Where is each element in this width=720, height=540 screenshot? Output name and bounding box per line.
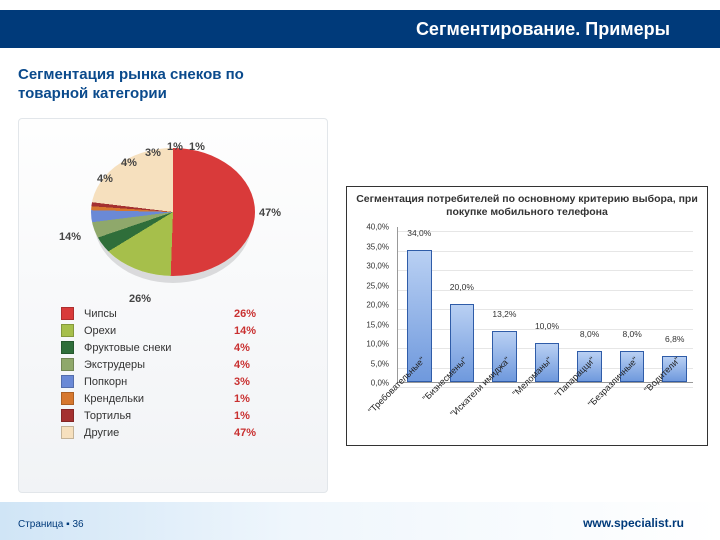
bar-value-label: 8,0% <box>580 329 599 339</box>
legend-pct: 4% <box>234 359 250 371</box>
legend-label: Тортилья <box>84 410 234 422</box>
legend-swatch <box>61 358 74 371</box>
legend-swatch <box>61 375 74 388</box>
pie-slice-label: 3% <box>145 147 161 159</box>
legend-swatch <box>61 409 74 422</box>
legend-swatch <box>61 307 74 320</box>
legend-pct: 47% <box>234 427 256 439</box>
legend-pct: 3% <box>234 376 250 388</box>
legend-label: Попкорн <box>84 376 234 388</box>
pie-legend-row: Тортилья1% <box>61 407 317 424</box>
legend-pct: 14% <box>234 325 256 337</box>
footer-page: Страница ▪ 36 <box>18 519 84 530</box>
pie-legend: Чипсы26%Орехи14%Фруктовые снеки4%Экструд… <box>29 305 317 441</box>
pie-chart: 26%14%4%4%3%1%1%47% <box>29 127 317 297</box>
legend-label: Чипсы <box>84 308 234 320</box>
pie-graphic <box>91 148 255 276</box>
bar-value-label: 10,0% <box>535 321 559 331</box>
y-axis-tick: 5,0% <box>351 359 389 368</box>
legend-label: Орехи <box>84 325 234 337</box>
bar-value-label: 6,8% <box>665 334 684 344</box>
bar-x-labels: "Требовательные""Бизнесмены""Искатели им… <box>389 351 701 425</box>
bar-chart-panel: Сегментация потребителей по основному кр… <box>346 186 708 446</box>
bar-value-label: 13,2% <box>492 309 516 319</box>
legend-pct: 1% <box>234 393 250 405</box>
slide-header: Сегментирование. Примеры <box>0 10 720 48</box>
bar-chart-title: Сегментация потребителей по основному кр… <box>355 193 699 219</box>
pie-slice-label: 1% <box>189 141 205 153</box>
pie-slice-label: 1% <box>167 141 183 153</box>
legend-label: Другие <box>84 427 234 439</box>
slide-subtitle: Сегментация рынка снеков по товарной кат… <box>18 66 318 104</box>
legend-swatch <box>61 392 74 405</box>
legend-pct: 4% <box>234 342 250 354</box>
pie-legend-row: Фруктовые снеки4% <box>61 339 317 356</box>
pie-legend-row: Экструдеры4% <box>61 356 317 373</box>
pie-slice-label: 14% <box>59 231 81 243</box>
pie-slice-label: 4% <box>121 157 137 169</box>
pie-legend-row: Попкорн3% <box>61 373 317 390</box>
pie-legend-row: Чипсы26% <box>61 305 317 322</box>
legend-label: Экструдеры <box>84 359 234 371</box>
legend-label: Фруктовые снеки <box>84 342 234 354</box>
pie-legend-row: Орехи14% <box>61 322 317 339</box>
y-axis-tick: 30,0% <box>351 262 389 271</box>
y-axis-tick: 35,0% <box>351 242 389 251</box>
bar-value-label: 8,0% <box>622 329 641 339</box>
slide-title: Сегментирование. Примеры <box>416 19 670 40</box>
legend-swatch <box>61 324 74 337</box>
footer-url: www.specialist.ru <box>583 516 684 530</box>
y-axis-tick: 25,0% <box>351 281 389 290</box>
y-axis-tick: 40,0% <box>351 223 389 232</box>
legend-label: Крендельки <box>84 393 234 405</box>
pie-legend-row: Крендельки1% <box>61 390 317 407</box>
y-axis-tick: 0,0% <box>351 379 389 388</box>
bar-value-label: 20,0% <box>450 282 474 292</box>
pie-legend-row: Другие47% <box>61 424 317 441</box>
legend-pct: 1% <box>234 410 250 422</box>
y-axis-tick: 10,0% <box>351 340 389 349</box>
legend-swatch <box>61 426 74 439</box>
y-axis-tick: 20,0% <box>351 301 389 310</box>
pie-chart-panel: 26%14%4%4%3%1%1%47% Чипсы26%Орехи14%Фрук… <box>18 118 328 493</box>
pie-slice-label: 26% <box>129 293 151 305</box>
pie-slice-label: 4% <box>97 173 113 185</box>
pie-slice-label: 47% <box>259 207 281 219</box>
bar-value-label: 34,0% <box>407 228 431 238</box>
y-axis-tick: 15,0% <box>351 320 389 329</box>
legend-pct: 26% <box>234 308 256 320</box>
legend-swatch <box>61 341 74 354</box>
